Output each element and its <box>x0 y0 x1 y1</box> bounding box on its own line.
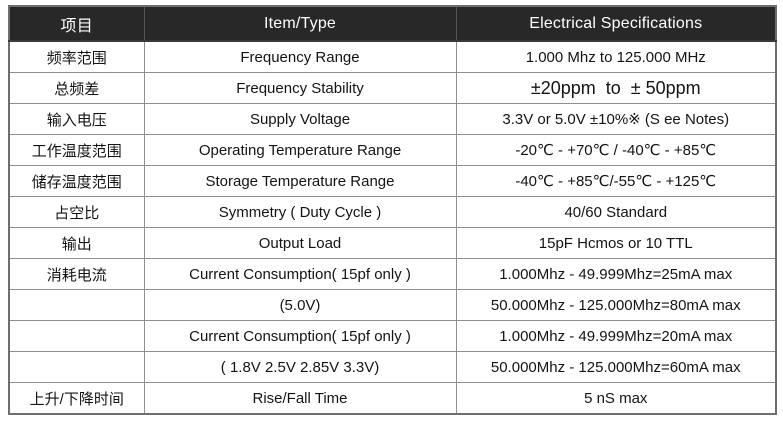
type-cell: Output Load <box>143 227 457 259</box>
spec-cell: ±20ppm to ± 50ppm <box>455 72 777 104</box>
table-row: 工作温度范围 Operating Temperature Range -20℃ … <box>8 134 777 166</box>
type-cell: Supply Voltage <box>143 103 457 135</box>
spec-cell: -40℃ - +85℃/-55℃ - +125℃ <box>455 165 777 197</box>
item-cell: 上升/下降时间 <box>8 382 145 415</box>
spec-cell: -20℃ - +70℃ / -40℃ - +85℃ <box>455 134 777 166</box>
item-cell: 工作温度范围 <box>8 134 145 166</box>
item-cell: 输入电压 <box>8 103 145 135</box>
spec-cell: 50.000Mhz - 125.000Mhz=60mA max <box>455 351 777 383</box>
item-cell <box>8 351 145 383</box>
type-cell: Operating Temperature Range <box>143 134 457 166</box>
type-cell: Symmetry ( Duty Cycle ) <box>143 196 457 228</box>
table-row: 输入电压 Supply Voltage 3.3V or 5.0V ±10%※ (… <box>8 103 777 135</box>
type-cell: Current Consumption( 15pf only ) <box>143 258 457 290</box>
table-row: ( 1.8V 2.5V 2.85V 3.3V) 50.000Mhz - 125.… <box>8 351 777 383</box>
table-row: 上升/下降时间 Rise/Fall Time 5 nS max <box>8 382 777 415</box>
spec-cell: 1.000Mhz - 49.999Mhz=20mA max <box>455 320 777 352</box>
spec-cell: 50.000Mhz - 125.000Mhz=80mA max <box>455 289 777 321</box>
type-cell: Rise/Fall Time <box>143 382 457 415</box>
spec-cell: 1.000Mhz - 49.999Mhz=25mA max <box>455 258 777 290</box>
item-cell <box>8 320 145 352</box>
spec-cell: 5 nS max <box>455 382 777 415</box>
table-row: 总频差 Frequency Stability ±20ppm to ± 50pp… <box>8 72 777 104</box>
type-cell: ( 1.8V 2.5V 2.85V 3.3V) <box>143 351 457 383</box>
table-row: 消耗电流 Current Consumption( 15pf only ) 1.… <box>8 258 777 290</box>
table-row: 占空比 Symmetry ( Duty Cycle ) 40/60 Standa… <box>8 196 777 228</box>
type-cell: Current Consumption( 15pf only ) <box>143 320 457 352</box>
item-cell: 占空比 <box>8 196 145 228</box>
table-row: (5.0V) 50.000Mhz - 125.000Mhz=80mA max <box>8 289 777 321</box>
item-cell: 频率范围 <box>8 40 145 73</box>
spec-cell: 40/60 Standard <box>455 196 777 228</box>
header-electrical-specifications: Electrical Specifications <box>455 5 777 42</box>
table-row: 频率范围 Frequency Range 1.000 Mhz to 125.00… <box>8 40 777 73</box>
table-header-row: 项目 Item/Type Electrical Specifications <box>8 5 777 42</box>
type-cell: (5.0V) <box>143 289 457 321</box>
table-row: Current Consumption( 15pf only ) 1.000Mh… <box>8 320 777 352</box>
spec-cell: 15pF Hcmos or 10 TTL <box>455 227 777 259</box>
type-cell: Storage Temperature Range <box>143 165 457 197</box>
spec-cell: 1.000 Mhz to 125.000 MHz <box>455 40 777 73</box>
electrical-specifications-table: 项目 Item/Type Electrical Specifications 频… <box>8 5 777 415</box>
header-item-type: Item/Type <box>143 5 457 42</box>
spec-cell: 3.3V or 5.0V ±10%※ (S ee Notes) <box>455 103 777 135</box>
item-cell <box>8 289 145 321</box>
item-cell: 输出 <box>8 227 145 259</box>
item-cell: 总频差 <box>8 72 145 104</box>
table-row: 输出 Output Load 15pF Hcmos or 10 TTL <box>8 227 777 259</box>
type-cell: Frequency Range <box>143 40 457 73</box>
item-cell: 储存温度范围 <box>8 165 145 197</box>
item-cell: 消耗电流 <box>8 258 145 290</box>
table-row: 储存温度范围 Storage Temperature Range -40℃ - … <box>8 165 777 197</box>
header-item-cn: 项目 <box>8 5 145 42</box>
type-cell: Frequency Stability <box>143 72 457 104</box>
